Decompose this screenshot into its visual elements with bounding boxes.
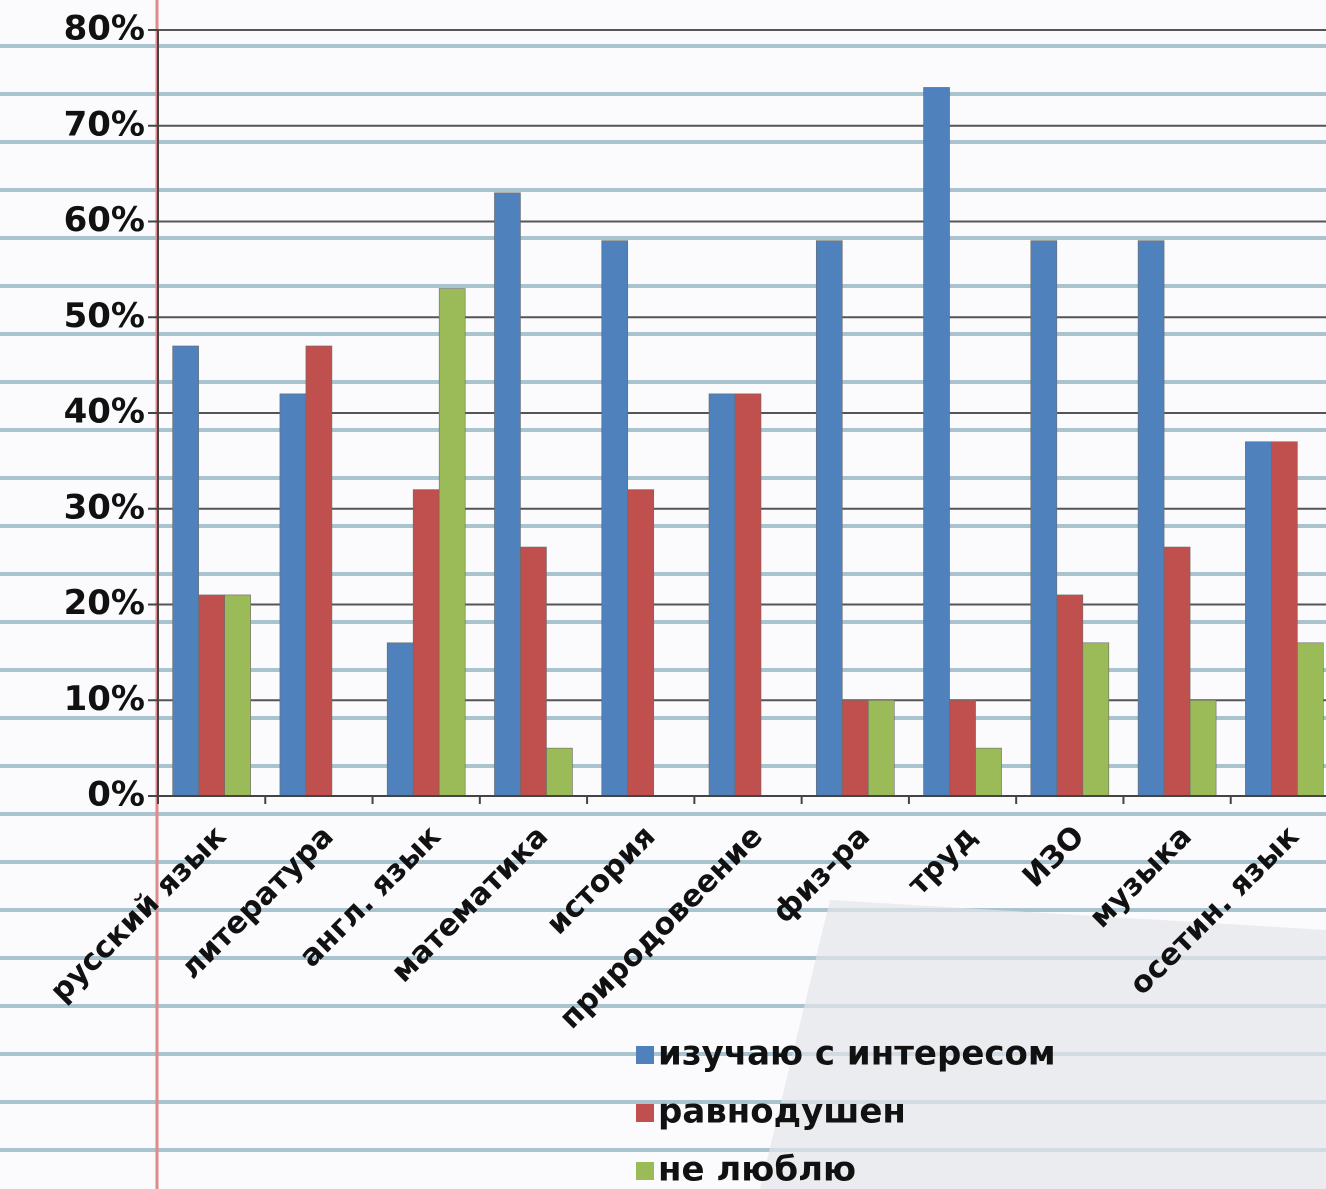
bar <box>1082 642 1110 797</box>
y-tick-label: 70% <box>64 104 145 144</box>
y-tick-label: 50% <box>64 296 145 336</box>
x-tick-label: ИЗО <box>1016 819 1092 895</box>
y-tick-label: 40% <box>64 392 145 432</box>
bar <box>1189 699 1217 797</box>
y-tick-label: 80% <box>64 9 145 49</box>
page-curl <box>760 900 1326 1189</box>
y-tick-label: 10% <box>64 679 145 719</box>
x-tick-label: русский язык <box>43 819 233 1009</box>
x-tick-label: труд <box>901 819 984 902</box>
bar <box>412 489 440 797</box>
y-tick-label: 60% <box>64 200 145 240</box>
y-tick-label: 20% <box>64 583 145 623</box>
bar <box>386 642 414 797</box>
bar <box>520 546 547 797</box>
legend-swatch <box>636 1162 654 1180</box>
bar <box>494 192 521 797</box>
bar <box>224 594 251 797</box>
legend-label: равнодушен <box>658 1092 906 1132</box>
y-tick-label: 0% <box>87 775 145 815</box>
bar <box>1056 594 1084 797</box>
legend-label: не люблю <box>658 1150 856 1189</box>
bar <box>734 393 762 797</box>
bar <box>279 393 307 797</box>
bar <box>601 240 629 797</box>
bar <box>305 345 333 797</box>
bar <box>841 699 869 797</box>
bar <box>1297 642 1324 797</box>
bar <box>627 489 655 797</box>
bar <box>975 747 1002 797</box>
bar <box>438 288 466 797</box>
bar <box>546 747 573 797</box>
bar <box>1163 546 1191 797</box>
legend-swatch <box>636 1046 654 1064</box>
bar <box>198 594 225 797</box>
bar <box>1137 240 1165 797</box>
bar <box>172 345 199 797</box>
bar <box>949 699 976 797</box>
legend-swatch <box>636 1104 654 1122</box>
bar <box>923 87 950 797</box>
bar <box>815 240 843 797</box>
bar <box>867 699 895 797</box>
bar <box>1030 240 1058 797</box>
bar <box>1245 441 1272 797</box>
y-tick-label: 30% <box>64 487 145 527</box>
legend-label: изучаю с интересом <box>658 1034 1056 1074</box>
bar <box>1271 441 1298 797</box>
bar <box>708 393 736 797</box>
x-tick-label: природовеение <box>553 819 770 1036</box>
